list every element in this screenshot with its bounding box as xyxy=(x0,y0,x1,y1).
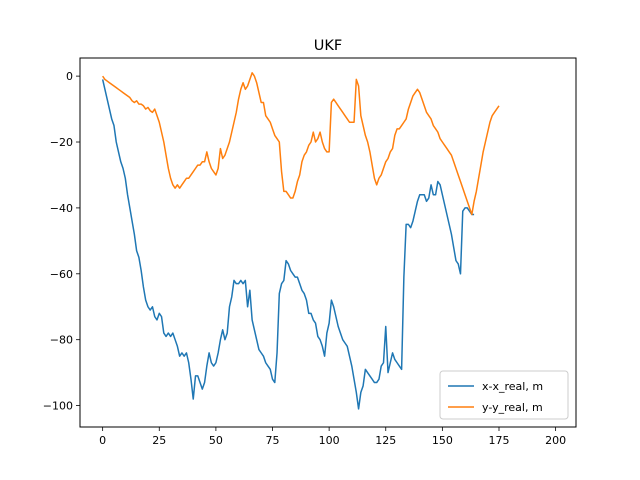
y-tick-label: −80 xyxy=(50,334,73,347)
series-line-2 xyxy=(102,72,500,216)
series-line-1 xyxy=(101,79,475,410)
x-tick-label: 25 xyxy=(152,434,166,447)
x-tick-label: 175 xyxy=(488,434,509,447)
chart-title: UKF xyxy=(314,38,342,54)
axes-frame xyxy=(79,57,577,428)
y-tick-label: −100 xyxy=(43,400,73,413)
legend-label-2: y-y_real, m xyxy=(482,401,543,414)
x-tick-label: 0 xyxy=(99,434,106,447)
y-tick-label: 0 xyxy=(66,70,73,83)
x-tick-label: 100 xyxy=(319,434,340,447)
legend-label-1: x-x_real, m xyxy=(482,380,543,393)
y-axis: 0 −20 −40 −60 −80 −100 xyxy=(43,70,80,413)
y-tick-label: −60 xyxy=(50,268,73,281)
x-tick-label: 125 xyxy=(375,434,396,447)
x-tick-label: 200 xyxy=(545,434,566,447)
plot-area xyxy=(101,72,500,410)
x-axis: 0 25 50 75 100 125 150 175 200 xyxy=(99,427,566,447)
x-tick-label: 75 xyxy=(266,434,280,447)
y-tick-label: −20 xyxy=(50,136,73,149)
x-tick-label: 150 xyxy=(432,434,453,447)
legend: x-x_real, m y-y_real, m xyxy=(439,370,569,420)
x-tick-label: 50 xyxy=(209,434,223,447)
y-tick-label: −40 xyxy=(50,202,73,215)
